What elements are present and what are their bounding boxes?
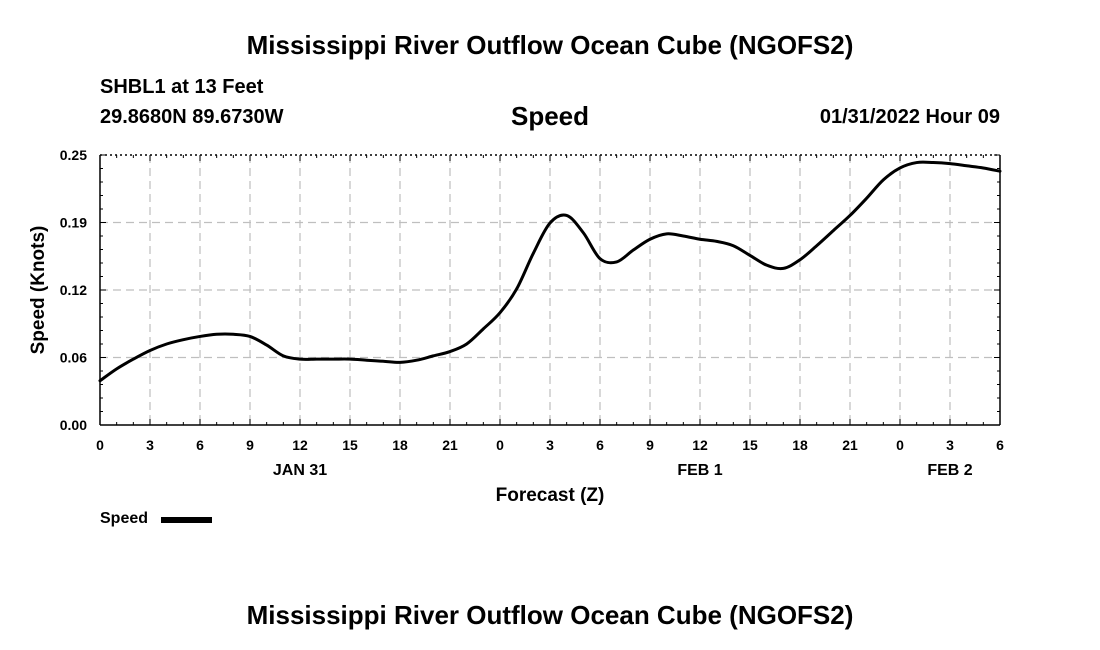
x-tick-label: 15 xyxy=(742,437,758,453)
date-label: FEB 2 xyxy=(927,462,972,479)
bottom-title: Mississippi River Outflow Ocean Cube (NG… xyxy=(246,600,854,630)
chart-title: Speed xyxy=(510,101,590,131)
legend-line-swatch xyxy=(161,517,212,523)
station-label: SHBL1 at 13 Feet xyxy=(100,76,264,98)
y-tick-label: 0.06 xyxy=(60,350,87,366)
x-axis-title: Forecast (Z) xyxy=(496,485,605,506)
speed-series-line xyxy=(98,160,1002,383)
x-tick-label: 0 xyxy=(896,437,904,453)
x-tick-label: 6 xyxy=(996,437,1004,453)
coordinates-label: 29.8680N 89.6730W xyxy=(100,106,284,128)
y-tick-label: 0.19 xyxy=(60,215,87,231)
x-tick-label: 3 xyxy=(946,437,954,453)
x-tick-label: 3 xyxy=(146,437,154,453)
x-tick-label: 0 xyxy=(496,437,504,453)
date-label: 01/31/2022 Hour 09 xyxy=(819,106,1000,128)
x-tick-label: 18 xyxy=(392,437,408,453)
x-tick-label: 21 xyxy=(442,437,458,453)
legend-label: Speed xyxy=(100,510,149,527)
top-title: Mississippi River Outflow Ocean Cube (NG… xyxy=(246,30,854,60)
date-label: FEB 1 xyxy=(677,462,722,479)
y-axis-title: Speed (Knots) xyxy=(28,226,49,355)
x-tick-label: 18 xyxy=(792,437,808,453)
x-tick-label: 12 xyxy=(692,437,708,453)
x-tick-label: 3 xyxy=(546,437,554,453)
y-tick-label: 0.12 xyxy=(60,282,87,298)
x-tick-label: 6 xyxy=(596,437,604,453)
x-tick-label: 9 xyxy=(646,437,654,453)
y-tick-label: 0.25 xyxy=(60,147,87,163)
y-tick-label: 0.00 xyxy=(60,417,87,433)
x-tick-label: 15 xyxy=(342,437,358,453)
x-tick-label: 9 xyxy=(246,437,254,453)
x-tick-label: 12 xyxy=(292,437,308,453)
x-tick-label: 21 xyxy=(842,437,858,453)
x-tick-label: 6 xyxy=(196,437,204,453)
date-label: JAN 31 xyxy=(273,462,327,479)
x-tick-label: 0 xyxy=(96,437,104,453)
